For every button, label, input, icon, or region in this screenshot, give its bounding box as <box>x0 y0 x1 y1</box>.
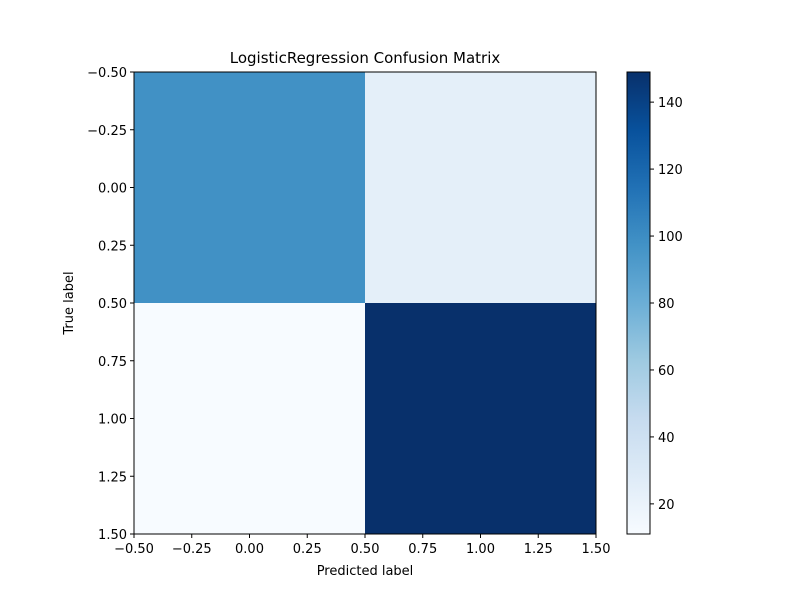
x-tick-label: −0.50 <box>114 542 154 557</box>
x-axis-label: Predicted label <box>317 564 414 579</box>
heatmap-cell-1-0 <box>134 303 365 534</box>
y-tick-label: 0.00 <box>98 182 127 197</box>
colorbar-tick-label: 140 <box>658 96 683 111</box>
chart-title: LogisticRegression Confusion Matrix <box>230 49 501 67</box>
y-tick-label: 0.75 <box>98 355 127 370</box>
x-tick-label: 1.25 <box>524 542 553 557</box>
x-tick-label: 0.50 <box>351 542 380 557</box>
colorbar <box>626 71 651 535</box>
colorbar-tick-label: 20 <box>658 498 675 513</box>
heatmap-cells <box>134 72 596 534</box>
x-tick-label: −0.25 <box>172 542 212 557</box>
x-axis: −0.50 −0.25 0.00 0.25 0.50 0.75 1.00 1.25 1.50 <box>114 534 610 557</box>
colorbar-tick-label: 40 <box>658 431 675 446</box>
x-tick-label: 1.50 <box>582 542 611 557</box>
colorbar-tick-label: 60 <box>658 364 675 379</box>
y-axis: −0.50 −0.25 0.00 0.25 0.50 0.75 1.00 1.25 1.50 <box>87 66 134 543</box>
colorbar-tick-label: 80 <box>658 297 675 312</box>
y-tick-label: 1.00 <box>98 413 127 428</box>
x-tick-label: 0.25 <box>293 542 322 557</box>
y-tick-label: 1.50 <box>98 528 127 543</box>
y-tick-label: −0.25 <box>87 124 127 139</box>
y-tick-label: −0.50 <box>87 66 127 81</box>
y-tick-label: 0.25 <box>98 239 127 254</box>
heatmap-cell-1-1 <box>365 303 596 534</box>
colorbar-tick-label: 120 <box>658 163 683 178</box>
colorbar-axis: 20 40 60 80 100 120 140 <box>650 96 683 513</box>
y-axis-label: True label <box>62 271 77 335</box>
x-tick-label: 0.75 <box>408 542 437 557</box>
heatmap-cell-0-0 <box>134 72 365 303</box>
x-tick-label: 1.00 <box>466 542 495 557</box>
x-tick-label: 0.00 <box>235 542 264 557</box>
heatmap-cell-0-1 <box>365 72 596 303</box>
colorbar-tick-label: 100 <box>658 230 683 245</box>
y-tick-label: 1.25 <box>98 470 127 485</box>
y-tick-label: 0.50 <box>98 297 127 312</box>
